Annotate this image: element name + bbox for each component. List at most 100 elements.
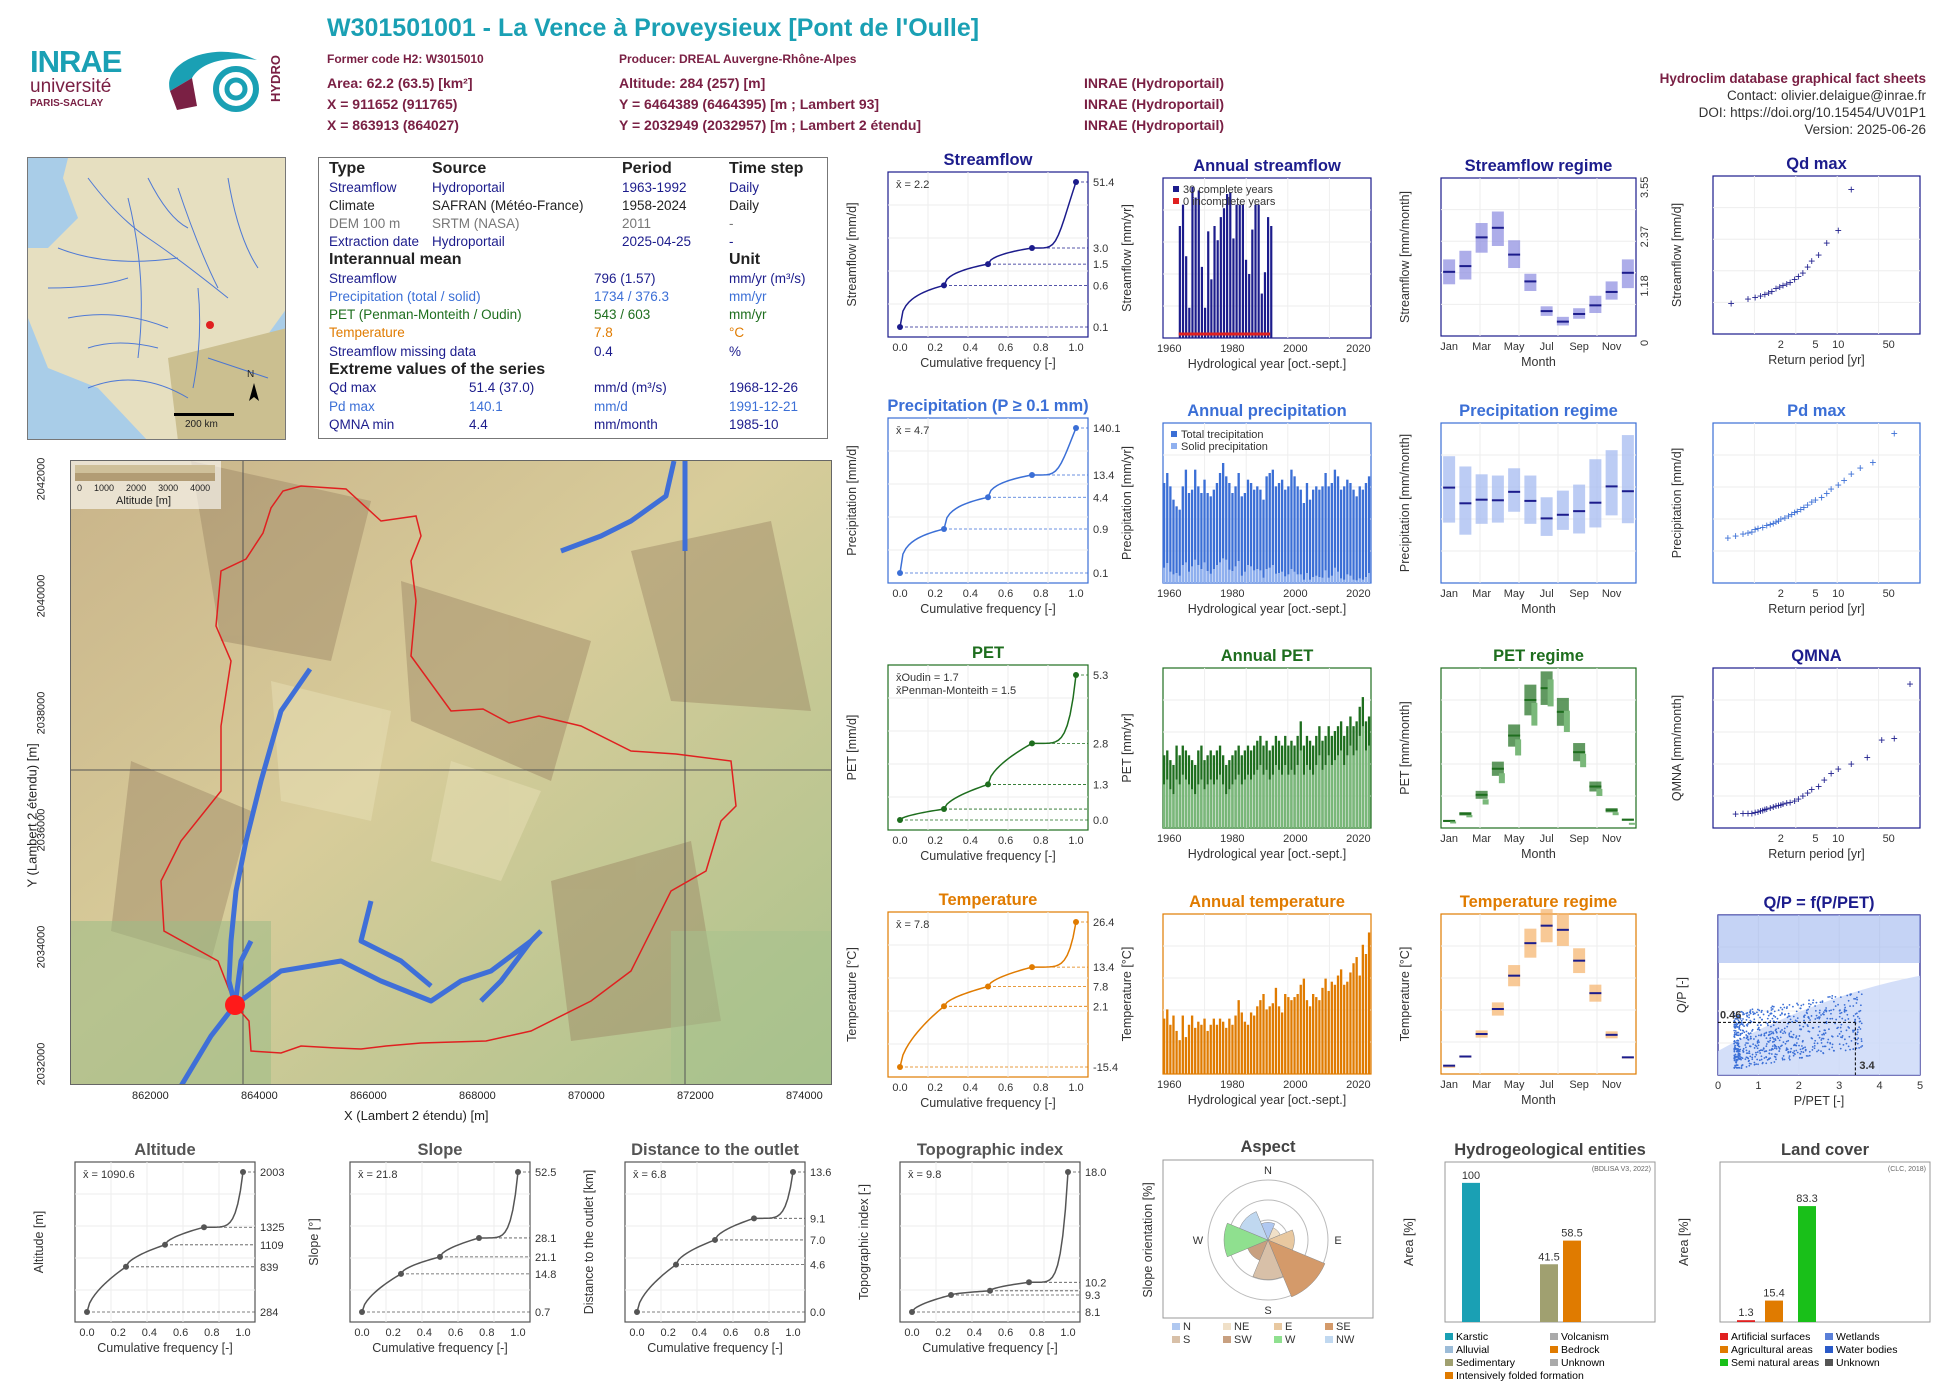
qp-point [1788, 1058, 1791, 1061]
bar [1339, 969, 1343, 1074]
qp-point [1745, 1065, 1748, 1068]
month-tick: May [1504, 588, 1525, 600]
bar2 [1287, 774, 1290, 828]
month-tick: May [1504, 833, 1525, 845]
pet-rtick: 2.8 [1093, 738, 1108, 750]
annual_temp-ylabel: Temperature [°C] [1120, 947, 1134, 1042]
qp-point [1749, 1010, 1752, 1013]
qp-point [1800, 1050, 1803, 1053]
box2 [1612, 812, 1619, 816]
bar [1207, 231, 1210, 338]
qp-point [1733, 1040, 1736, 1043]
bar2 [1243, 779, 1247, 828]
bar2 [1215, 779, 1219, 828]
bar2 [1175, 779, 1178, 828]
qp-point [1740, 1021, 1743, 1024]
qp-point [1781, 1012, 1783, 1014]
pdmax-point: + [1828, 482, 1835, 496]
bar [1330, 483, 1333, 583]
qp-point [1751, 1011, 1754, 1013]
qp-point [1737, 1042, 1740, 1045]
pdmax-point: + [1835, 478, 1842, 492]
bar [1312, 489, 1315, 583]
qp-point [1809, 1003, 1812, 1006]
extreme-row: Pd max 140.1 mm/d 1991-12-21 [329, 398, 799, 414]
qp-point [1738, 1028, 1741, 1030]
altitude-mean: x̄ = 1090.6 [83, 1169, 135, 1181]
qp-point [1751, 1053, 1754, 1056]
qp-point [1822, 1011, 1825, 1014]
pdmax-point: + [1767, 517, 1774, 531]
bar2 [1190, 566, 1194, 583]
qp-point [1775, 1047, 1778, 1050]
qp-point [1733, 1059, 1736, 1062]
qmna-point: + [1770, 800, 1777, 814]
dem-xticks: 862000 864000 866000 868000 870000 872000 8740… [70, 1090, 832, 1104]
qp-point [1783, 1058, 1786, 1061]
bar2 [1364, 577, 1368, 583]
bar [1327, 990, 1330, 1074]
qmna-point: + [1828, 767, 1835, 781]
bar [1221, 1021, 1225, 1074]
bar [1209, 1024, 1212, 1074]
altitude-xtick: 0.2 [111, 1327, 126, 1339]
qmna-point: + [1804, 786, 1811, 800]
pet_regime-chart: PET regime PET [mm/month] Jan Mar May Jul Sep N… [1398, 647, 1637, 861]
dem-xtick: 868000 [459, 1090, 496, 1102]
bar [1349, 483, 1352, 583]
month-tick: Nov [1602, 588, 1622, 600]
pdmax-point: + [1763, 518, 1770, 532]
bar [1181, 1015, 1184, 1074]
qp-point [1741, 1057, 1744, 1060]
bar2 [1274, 573, 1278, 583]
bar [1212, 1018, 1215, 1074]
bar2 [1296, 574, 1299, 583]
slope-rtick: 21.1 [535, 1252, 556, 1264]
qp-point [1817, 1034, 1820, 1036]
qp-point [1820, 1050, 1822, 1053]
bar2 [1253, 774, 1256, 828]
qp-point [1796, 1017, 1799, 1020]
qp-point [1813, 1042, 1816, 1045]
qp-point [1735, 1032, 1738, 1034]
qp-point [1775, 1021, 1778, 1023]
qp-point [1761, 1009, 1763, 1012]
qmna-frame [1712, 667, 1921, 829]
qp-point [1818, 1030, 1821, 1033]
qp-point [1739, 1032, 1742, 1035]
precipitation-chart: Precipitation (P ≥ 0.1 mm) Precipitation … [845, 397, 1121, 616]
qp-point [1820, 1042, 1823, 1044]
qp-point [1756, 1047, 1759, 1050]
qdmax-point: + [1728, 297, 1735, 311]
temperature-xtick: 0.2 [928, 1082, 943, 1094]
qp-point [1750, 1062, 1752, 1065]
bar [1361, 944, 1365, 1074]
box2 [1563, 710, 1570, 732]
qdmax-point: + [1835, 224, 1842, 238]
qp-point [1846, 994, 1849, 997]
qp-point [1767, 1024, 1769, 1027]
bar [1178, 509, 1181, 583]
qp-point [1841, 1034, 1844, 1037]
bar2 [1265, 769, 1268, 828]
qp-point [1770, 1025, 1772, 1028]
qp-point [1767, 1040, 1769, 1043]
qp-point [1745, 1037, 1748, 1040]
bar2 [1296, 764, 1299, 828]
temperature-title: Temperature [939, 891, 1038, 909]
box2 [1547, 679, 1554, 707]
qp-point [1820, 1039, 1823, 1041]
qp-point [1783, 1030, 1786, 1033]
pdmax-point: + [1818, 491, 1825, 505]
qp-point [1790, 1047, 1793, 1050]
page-title: W301501001 - La Vence à Proveysieux [Pon… [327, 14, 980, 42]
pet-rtick: 1.3 [1093, 779, 1108, 791]
qp-point [1808, 1030, 1811, 1033]
qp-point [1826, 1041, 1829, 1044]
bar2 [1349, 745, 1352, 828]
qp-point [1745, 1030, 1748, 1033]
bar [1293, 476, 1296, 583]
bar2 [1218, 562, 1222, 583]
qp-point [1848, 1035, 1851, 1038]
qmna-point: + [1761, 802, 1768, 816]
